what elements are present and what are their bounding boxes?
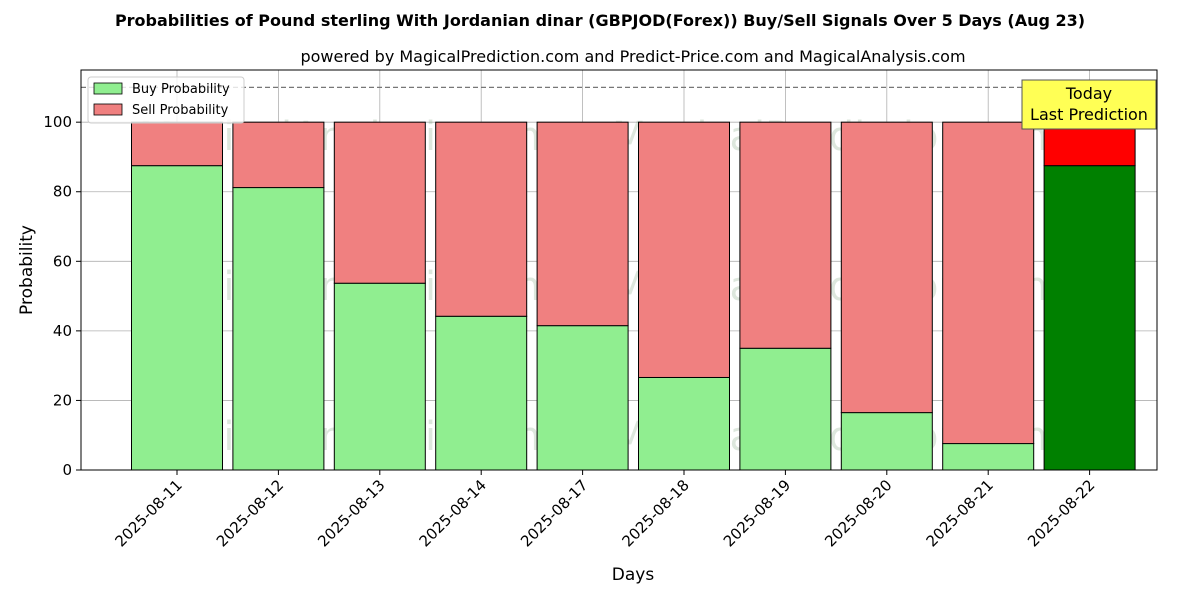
y-tick-label: 20 bbox=[53, 391, 72, 409]
y-tick-label: 100 bbox=[43, 113, 72, 131]
x-axis-ticks: 2025-08-11 2025-08-12 2025-08-13 2025-08-14… bbox=[111, 470, 1098, 550]
buy-bar bbox=[435, 315, 528, 471]
buy-bar bbox=[840, 412, 933, 471]
annotation-line-1: Today bbox=[1065, 84, 1112, 103]
buy-bar bbox=[131, 165, 223, 471]
buy-bar bbox=[638, 376, 730, 471]
x-tick-label: 2025-08-22 bbox=[1024, 476, 1098, 550]
sell-bar bbox=[840, 121, 933, 414]
buy-bar bbox=[739, 347, 832, 471]
plot-frame bbox=[80, 69, 1158, 471]
legend-label-sell: Sell Probability bbox=[132, 103, 229, 118]
today-annotation: Today Last Prediction bbox=[1021, 79, 1157, 130]
sell-bar bbox=[131, 121, 223, 167]
x-tick-label: 2025-08-18 bbox=[618, 476, 692, 550]
bars bbox=[131, 121, 1136, 471]
legend-swatch-buy bbox=[93, 82, 123, 95]
sell-bar bbox=[536, 121, 629, 327]
legend-label-buy: Buy Probability bbox=[132, 82, 230, 97]
sell-bar bbox=[333, 121, 426, 284]
buy-bar bbox=[942, 443, 1035, 471]
buy-bar bbox=[536, 325, 629, 471]
buy-bar bbox=[333, 282, 426, 471]
buy-bar bbox=[1043, 165, 1136, 471]
legend: Buy Probability Sell Probability bbox=[87, 76, 245, 124]
x-tick-label: 2025-08-20 bbox=[821, 476, 895, 550]
y-tick-label: 80 bbox=[53, 183, 72, 201]
buy-bar bbox=[232, 187, 325, 471]
sell-bar bbox=[435, 121, 528, 317]
x-tick-label: 2025-08-19 bbox=[720, 476, 794, 550]
x-axis-label: Days bbox=[612, 565, 655, 585]
sell-bar bbox=[232, 121, 325, 189]
x-tick-label: 2025-08-14 bbox=[416, 476, 490, 550]
sell-bar bbox=[638, 121, 730, 378]
y-tick-label: 0 bbox=[62, 461, 72, 479]
y-axis-ticks: 0 20 40 60 80 100 bbox=[43, 113, 81, 479]
annotation-line-2: Last Prediction bbox=[1030, 105, 1148, 124]
y-tick-label: 40 bbox=[53, 322, 72, 340]
sell-bar bbox=[739, 121, 832, 349]
y-tick-label: 60 bbox=[53, 252, 72, 270]
x-tick-label: 2025-08-11 bbox=[111, 476, 185, 550]
annotation-box bbox=[1021, 79, 1157, 130]
x-tick-label: 2025-08-13 bbox=[314, 476, 388, 550]
legend-box bbox=[87, 76, 245, 124]
y-axis-label: Probability bbox=[17, 225, 37, 315]
chart-subtitle: powered by MagicalPrediction.com and Pre… bbox=[300, 47, 965, 66]
x-tick-label: 2025-08-21 bbox=[923, 476, 997, 550]
legend-swatch-sell bbox=[93, 103, 123, 116]
x-tick-label: 2025-08-17 bbox=[517, 476, 591, 550]
sell-bar bbox=[942, 121, 1035, 445]
x-tick-label: 2025-08-12 bbox=[213, 476, 287, 550]
chart-title: Probabilities of Pound sterling With Jor… bbox=[115, 11, 1085, 30]
